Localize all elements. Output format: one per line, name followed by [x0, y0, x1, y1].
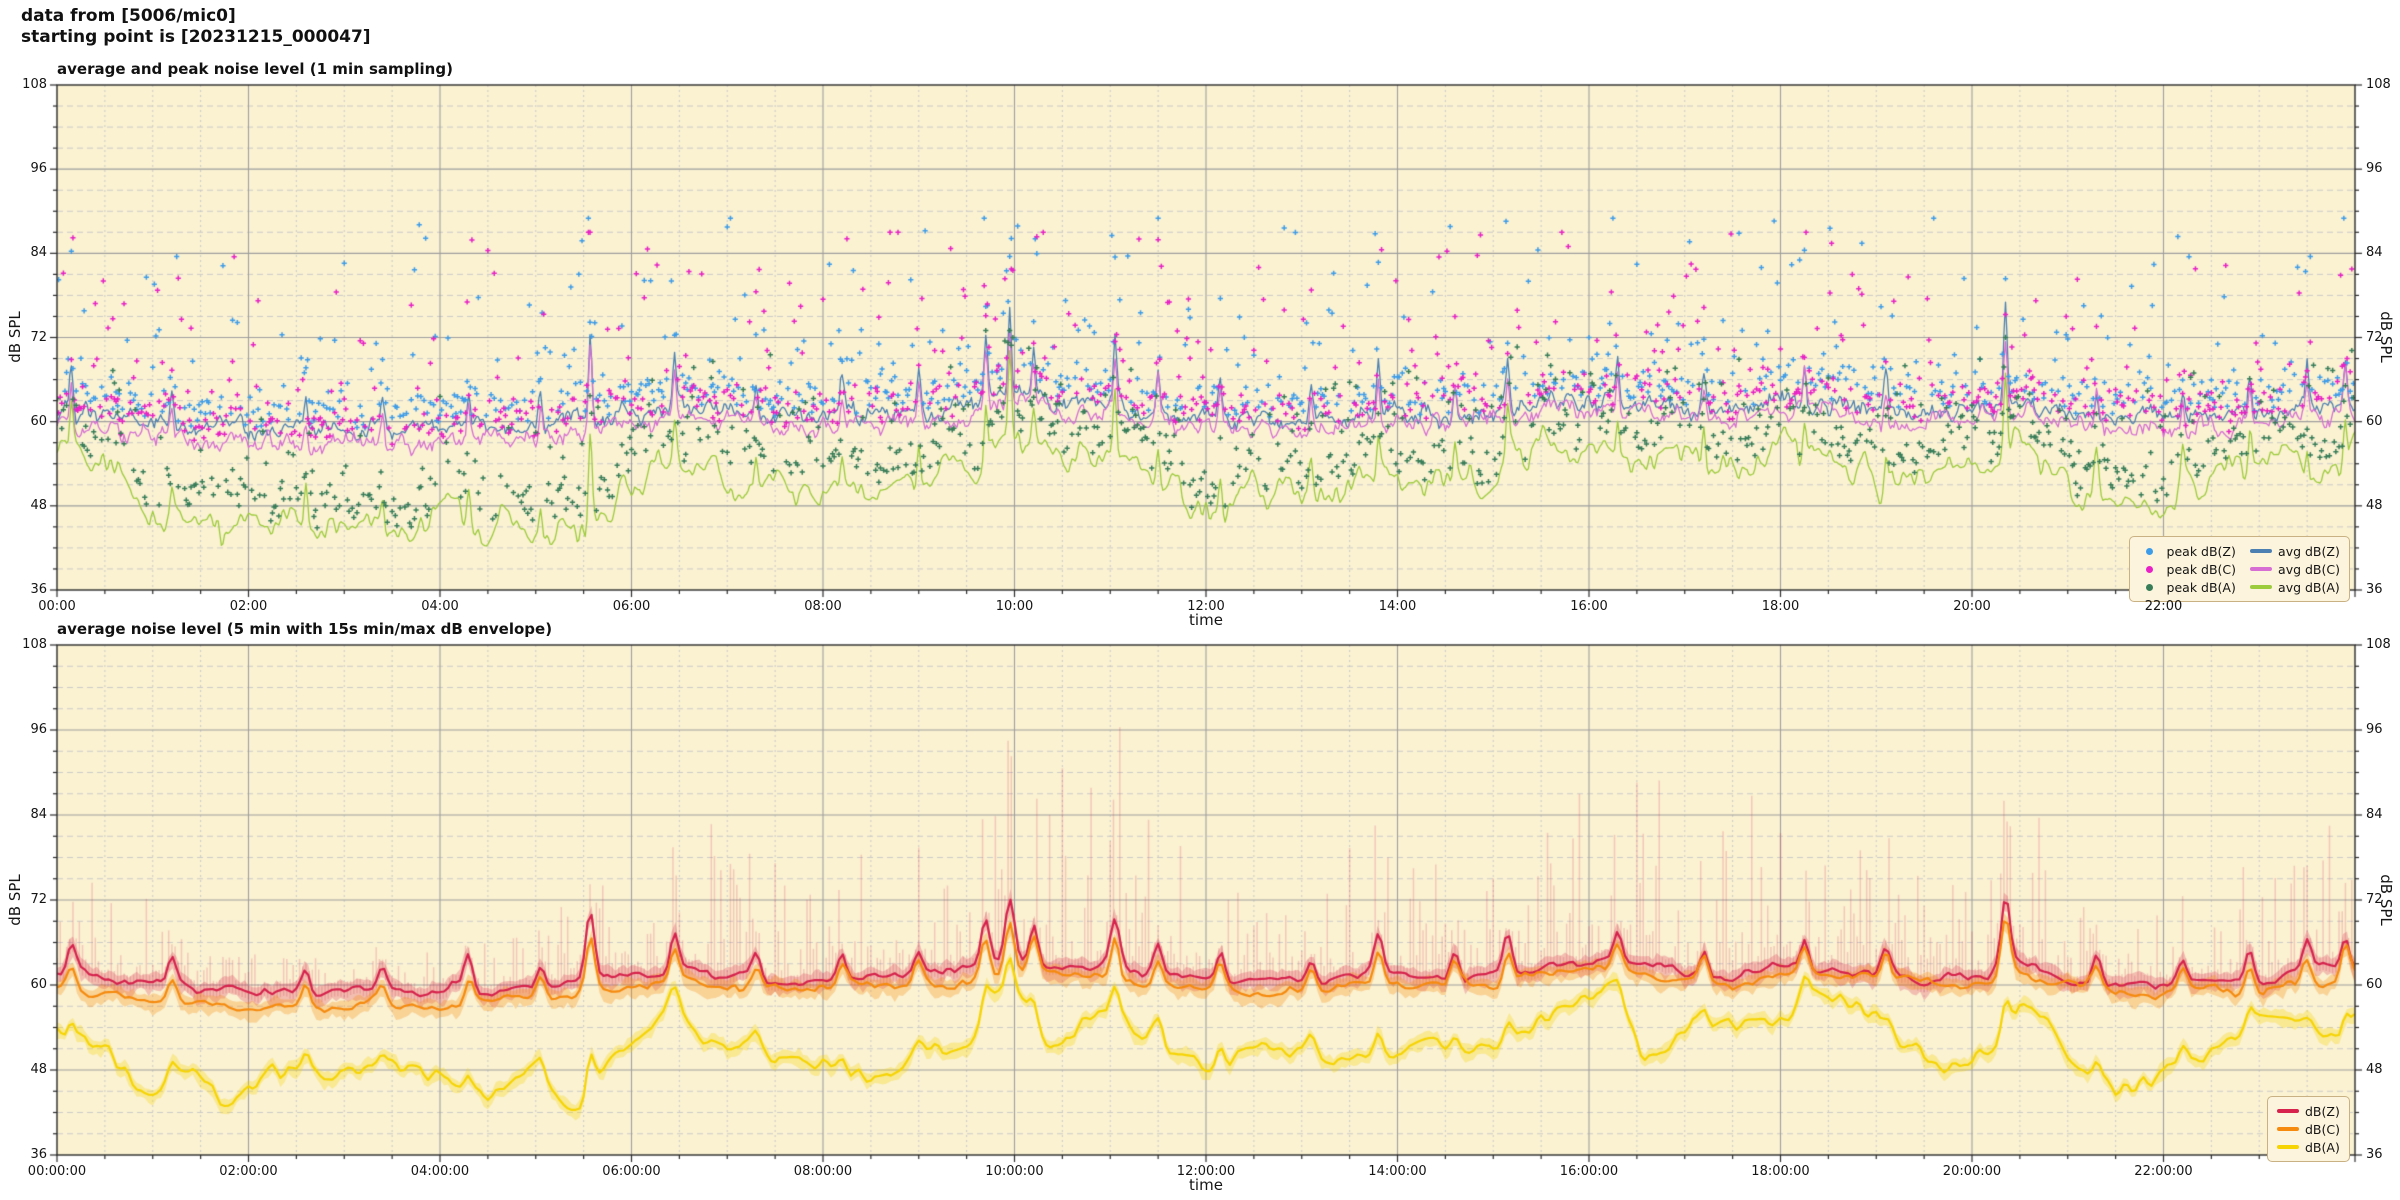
chart1-xaxis-label: time: [1189, 611, 1223, 629]
x-tick-label: 22:00:00: [2134, 1164, 2193, 1179]
x-tick-label: 08:00: [804, 599, 842, 614]
x-tick-label: 06:00:00: [602, 1164, 661, 1179]
y-tick-label-right: 36: [2366, 582, 2383, 597]
y-tick-label-left: 36: [30, 1147, 47, 1162]
legend-line-swatch: [2277, 1145, 2299, 1149]
chart1-legend: peak dB(Z) peak dB(C) peak dB(A) avg dB(Z) a…: [2128, 536, 2350, 602]
legend-label: avg dB(Z): [2278, 543, 2340, 559]
y-tick-label-left: 60: [30, 977, 47, 992]
legend-label: peak dB(A): [2166, 579, 2236, 595]
legend-item: peak dB(C): [2139, 561, 2237, 577]
header-line-1: data from [5006/mic0]: [21, 6, 236, 26]
chart2-xaxis-label: time: [1189, 1176, 1223, 1194]
y-tick-label-left: 84: [30, 245, 47, 261]
legend-line-swatch: [2250, 585, 2273, 589]
x-tick-label: 18:00:00: [1751, 1164, 1810, 1179]
legend-label: dB(Z): [2305, 1103, 2340, 1119]
x-tick-label: 02:00:00: [219, 1164, 278, 1179]
y-tick-label-right: 108: [2366, 637, 2391, 652]
y-tick-label-right: 72: [2366, 892, 2383, 907]
x-tick-label: 02:00: [229, 599, 268, 614]
legend-label: dB(C): [2305, 1121, 2340, 1137]
header-line-2: starting point is [20231215_000047]: [21, 27, 371, 47]
y-tick-label-left: 72: [30, 329, 47, 345]
legend-item: avg dB(C): [2250, 561, 2340, 577]
y-tick-label-right: 48: [2366, 497, 2383, 513]
legend-label: avg dB(C): [2278, 561, 2340, 577]
legend-item: avg dB(A): [2250, 579, 2340, 595]
legend-item: dB(Z): [2277, 1103, 2340, 1119]
x-tick-label: 04:00: [421, 599, 459, 614]
legend-label: peak dB(Z): [2166, 543, 2236, 559]
y-tick-label-left: 96: [30, 722, 47, 737]
y-tick-label-right: 96: [2366, 161, 2383, 177]
x-tick-label: 00:00:00: [27, 1164, 87, 1179]
legend-item: peak dB(A): [2139, 579, 2237, 595]
y-tick-label-right: 84: [2366, 807, 2383, 822]
x-tick-label: 10:00: [995, 599, 1034, 614]
legend-dot-swatch: [2146, 565, 2154, 573]
x-tick-label: 16:00: [1570, 599, 1608, 614]
x-tick-label: 14:00:00: [1368, 1164, 1427, 1179]
legend-dot-swatch: [2146, 583, 2154, 591]
legend-label: avg dB(A): [2278, 579, 2340, 595]
y-tick-label-right: 60: [2366, 977, 2383, 992]
x-tick-label: 10:00:00: [985, 1164, 1044, 1179]
x-tick-label: 16:00:00: [1559, 1164, 1619, 1179]
legend-line-swatch: [2250, 549, 2273, 553]
y-tick-label-left: 36: [30, 582, 47, 597]
y-tick-label-right: 36: [2366, 1147, 2383, 1162]
x-tick-label: 20:00:00: [1942, 1164, 2002, 1179]
y-tick-label-right: 72: [2366, 329, 2383, 345]
y-tick-label-right: 60: [2366, 413, 2383, 429]
legend-dot-swatch: [2146, 547, 2154, 555]
y-tick-label-left: 48: [30, 497, 47, 513]
x-tick-label: 06:00: [612, 599, 651, 614]
x-tick-label: 18:00: [1761, 599, 1800, 614]
y-tick-label-left: 108: [22, 77, 47, 92]
legend-line-swatch: [2277, 1127, 2299, 1131]
y-tick-label-right: 96: [2366, 722, 2383, 737]
x-tick-label: 12:00:00: [1176, 1164, 1236, 1179]
y-tick-label-left: 108: [22, 637, 47, 652]
y-tick-label-left: 96: [30, 161, 47, 177]
legend-item: avg dB(Z): [2250, 543, 2340, 559]
y-tick-label-right: 84: [2366, 245, 2383, 261]
y-tick-label-left: 84: [30, 807, 47, 822]
x-tick-label: 00:00: [38, 599, 76, 614]
y-tick-label-left: 72: [30, 892, 47, 907]
chart1-title: average and peak noise level (1 min samp…: [57, 60, 453, 78]
x-tick-label: 04:00:00: [410, 1164, 470, 1179]
legend-item: dB(C): [2277, 1121, 2340, 1137]
y-tick-label-right: 48: [2366, 1062, 2383, 1077]
chart2-title: average noise level (5 min with 15s min/…: [57, 620, 553, 638]
chart2-legend: dB(Z) dB(C) dB(A): [2267, 1096, 2350, 1162]
legend-line-swatch: [2277, 1109, 2299, 1113]
y-tick-label-right: 108: [2366, 77, 2391, 92]
legend-item: dB(A): [2277, 1139, 2340, 1155]
x-tick-label: 14:00: [1378, 599, 1417, 614]
x-tick-label: 08:00:00: [793, 1164, 853, 1179]
x-tick-label: 20:00: [1953, 599, 1991, 614]
x-tick-label: 12:00: [1187, 599, 1225, 614]
legend-line-swatch: [2250, 567, 2273, 571]
legend-label: peak dB(C): [2166, 561, 2237, 577]
legend-label: dB(A): [2305, 1139, 2340, 1155]
y-tick-label-left: 48: [30, 1062, 47, 1077]
x-tick-label: 22:00: [2144, 599, 2183, 614]
y-tick-label-left: 60: [30, 413, 47, 429]
legend-item: peak dB(Z): [2139, 543, 2237, 559]
